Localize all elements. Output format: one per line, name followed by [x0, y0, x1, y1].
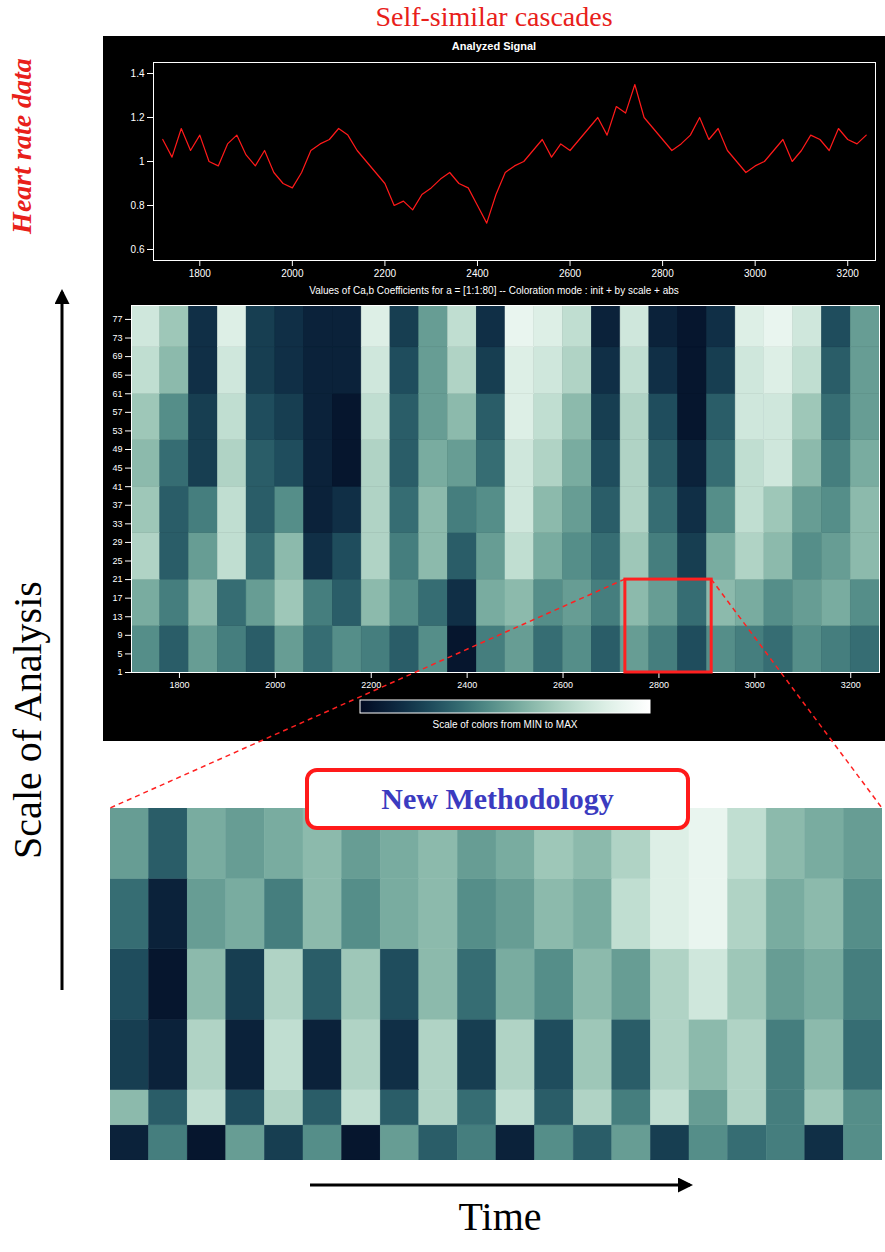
html-text:Time: Time — [458, 1194, 542, 1239]
svg-text:61: 61 — [112, 389, 122, 399]
svg-text:1: 1 — [139, 156, 145, 167]
svg-text:2400: 2400 — [457, 680, 477, 690]
svg-text:73: 73 — [112, 333, 122, 343]
svg-text:1: 1 — [117, 667, 122, 677]
svg-text:41: 41 — [112, 482, 122, 492]
svg-text:13: 13 — [112, 612, 122, 622]
svg-text:2200: 2200 — [374, 268, 397, 279]
html-text:New Methodology: New Methodology — [381, 782, 614, 815]
svg-text:45: 45 — [112, 463, 122, 473]
svg-text:3000: 3000 — [744, 268, 767, 279]
svg-text:21: 21 — [112, 574, 122, 584]
svg-text:2800: 2800 — [651, 268, 674, 279]
svg-text:9: 9 — [117, 630, 122, 640]
html-text:Heart rate data: Heart rate data — [6, 58, 37, 234]
svg-text:25: 25 — [112, 556, 122, 566]
svg-text:2600: 2600 — [553, 680, 573, 690]
svg-text:53: 53 — [112, 426, 122, 436]
svg-text:5: 5 — [117, 649, 122, 659]
svg-text:1.4: 1.4 — [131, 68, 145, 79]
svg-text:33: 33 — [112, 519, 122, 529]
svg-text:57: 57 — [112, 407, 122, 417]
html-text:Values of Ca,b Coefficients fo: Values of Ca,b Coefficients for a = [1:1… — [309, 285, 679, 296]
svg-text:0.8: 0.8 — [131, 200, 145, 211]
svg-text:77: 77 — [112, 314, 122, 324]
svg-text:29: 29 — [112, 537, 122, 547]
svg-text:2600: 2600 — [559, 268, 582, 279]
svg-text:2200: 2200 — [361, 680, 381, 690]
svg-text:65: 65 — [112, 370, 122, 380]
svg-text:3000: 3000 — [745, 680, 765, 690]
svg-text:2400: 2400 — [466, 268, 489, 279]
html-text:Scale of Analysis: Scale of Analysis — [5, 581, 50, 859]
html-text:Self-similar cascades: Self-similar cascades — [375, 1, 613, 32]
svg-text:3200: 3200 — [841, 680, 861, 690]
html-text:Scale of colors from MIN to MA: Scale of colors from MIN to MAX — [432, 719, 578, 730]
svg-text:2800: 2800 — [649, 680, 669, 690]
svg-text:0.6: 0.6 — [131, 244, 145, 255]
svg-text:69: 69 — [112, 351, 122, 361]
svg-text:1800: 1800 — [189, 268, 212, 279]
svg-text:3200: 3200 — [837, 268, 860, 279]
svg-text:49: 49 — [112, 444, 122, 454]
svg-text:1800: 1800 — [169, 680, 189, 690]
svg-text:2000: 2000 — [265, 680, 285, 690]
svg-text:2000: 2000 — [281, 268, 304, 279]
html-text:Analyzed Signal: Analyzed Signal — [451, 40, 537, 52]
svg-text:37: 37 — [112, 500, 122, 510]
svg-text:17: 17 — [112, 593, 122, 603]
svg-text:1.2: 1.2 — [131, 112, 145, 123]
